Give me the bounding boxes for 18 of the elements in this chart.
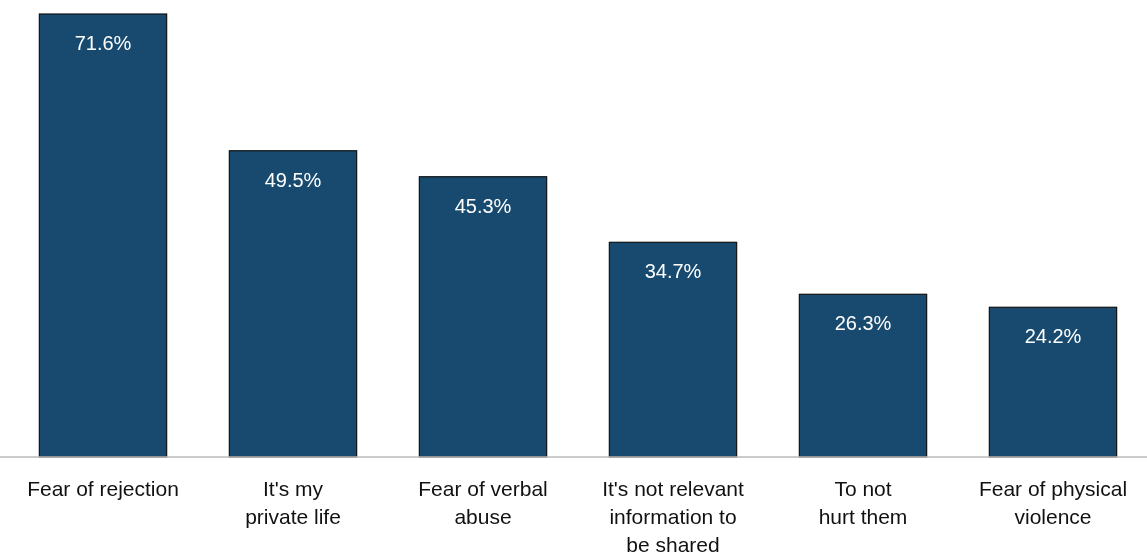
bar [988, 306, 1118, 458]
x-tick-label: Fear of verbal abuse [418, 477, 548, 528]
bar [418, 176, 548, 458]
bar [38, 13, 168, 458]
x-tick-label: Fear of physical violence [978, 477, 1128, 528]
x-tick-label: It's not relevant information to be shared [602, 477, 745, 556]
data-label: 45.3% [454, 194, 512, 217]
data-label: 34.7% [644, 260, 702, 283]
data-label: 71.6% [74, 32, 132, 54]
data-label: 49.5% [264, 168, 322, 191]
data-label: 24.2% [1024, 325, 1082, 348]
x-tick-label: Fear of rejection [27, 477, 179, 500]
bar [608, 241, 738, 458]
data-label: 26.3% [834, 312, 892, 335]
bar [228, 150, 358, 458]
x-tick-label: To not hurt them [818, 477, 908, 528]
bar [798, 293, 928, 458]
x-tick-label: It's my private life [245, 477, 341, 528]
